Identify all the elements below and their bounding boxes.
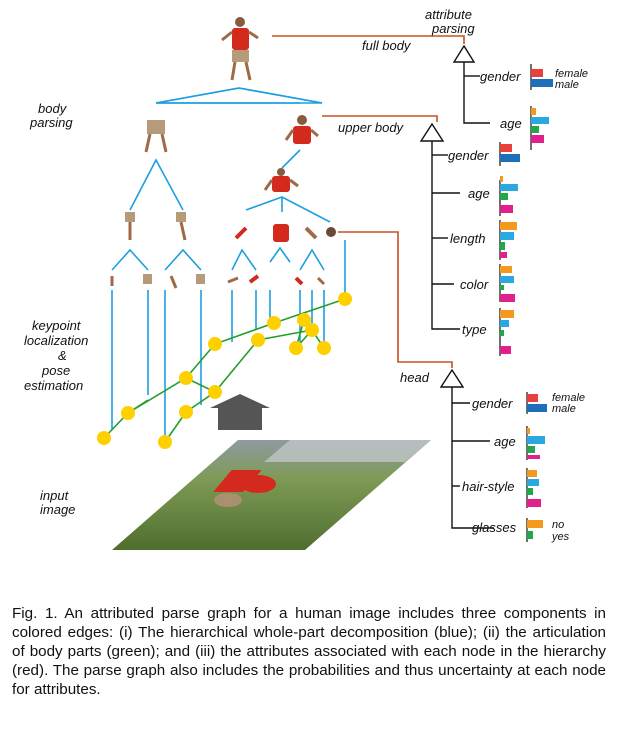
bar-axes	[499, 64, 532, 542]
attribute-parsing-label-1: attribute	[425, 7, 472, 22]
parse-graph-figure: attribute parsing full body body parsing…	[24, 7, 588, 550]
keypoint-label-5: estimation	[24, 378, 83, 393]
figure-caption: Fig. 1. An attributed parse graph for a …	[12, 605, 606, 698]
attr-upper-age: age	[468, 186, 490, 201]
attribute-edges	[272, 35, 465, 368]
attribute-parsing-label-2: parsing	[431, 21, 475, 36]
bar-label-no: no	[552, 519, 564, 531]
body-parsing-label-1: body	[38, 101, 68, 116]
keypoints	[97, 292, 352, 449]
bar-label-female-1: female	[555, 68, 588, 80]
keypoint-label-3: &	[58, 348, 67, 363]
body-parsing-label-2: parsing	[29, 115, 73, 130]
keypoint-label-1: keypoint	[32, 318, 82, 333]
input-label-2: image	[40, 502, 75, 517]
attr-upper-gender: gender	[448, 148, 489, 163]
full-body-label: full body	[362, 38, 412, 53]
probability-bars	[500, 69, 553, 539]
up-arrow-icon	[210, 394, 270, 430]
arm-torso-head-thumbnails	[234, 224, 336, 242]
lower-body-thumbnail	[144, 120, 168, 153]
attr-fullbody-age: age	[500, 116, 522, 131]
body-part-thumbnails	[110, 17, 336, 289]
attr-upper-color: color	[460, 277, 489, 292]
leg-thumbnails	[125, 212, 187, 241]
upper-body-thumbnail	[284, 115, 319, 144]
attr-fullbody-gender: gender	[480, 69, 521, 84]
keypoint-label-2: localization	[24, 333, 88, 348]
diagram-labels: attribute parsing full body body parsing…	[24, 7, 475, 517]
attribute-names: gender age gender age length color type …	[448, 69, 522, 535]
bar-label-male-2: male	[552, 403, 576, 415]
attr-upper-length: length	[450, 231, 485, 246]
small-part-thumbnails	[110, 274, 326, 289]
bar-label-female-2: female	[552, 392, 585, 404]
keypoint-label-4: pose	[41, 363, 70, 378]
attribute-trees	[419, 44, 494, 529]
attr-head-age: age	[494, 434, 516, 449]
attr-head-hair-style: hair-style	[462, 479, 515, 494]
upper-body-label: upper body	[338, 120, 405, 135]
attr-head-glasses: glasses	[472, 520, 517, 535]
input-image	[112, 440, 431, 550]
bar-label-male-1: male	[555, 79, 579, 91]
attr-head-gender: gender	[472, 396, 513, 411]
bar-label-yes: yes	[551, 531, 570, 543]
input-label-1: input	[40, 488, 70, 503]
torso-arms-thumbnail	[263, 168, 299, 192]
attr-upper-type: type	[462, 322, 487, 337]
bar-labels: female male female male no yes	[551, 68, 588, 543]
head-label: head	[400, 370, 430, 385]
full-body-thumbnail	[221, 17, 259, 81]
